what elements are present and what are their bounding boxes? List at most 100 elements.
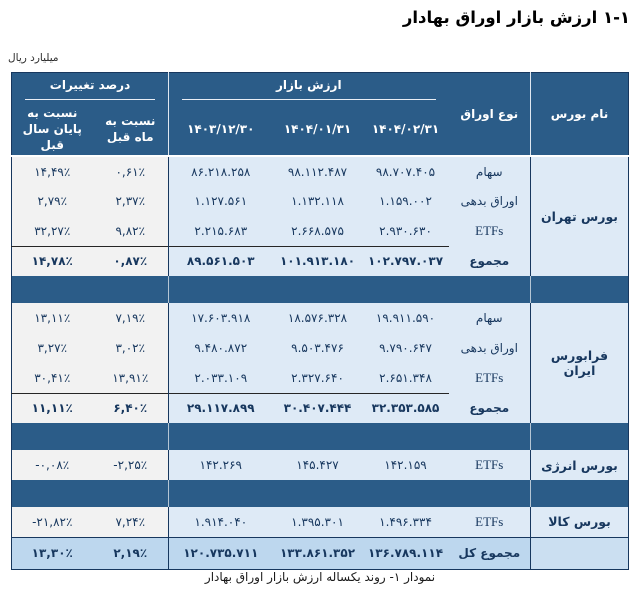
security-type-cell: اوراق بدهی: [448, 186, 531, 217]
pct-vs-month-cell: ۳,۰۲٪: [92, 333, 169, 364]
value-cell: ۸۹.۵۶۱.۵۰۳: [168, 245, 273, 277]
separator-cell: [11, 480, 169, 508]
separator-cell: [11, 276, 169, 304]
exchange-name-cell: فرابورس ایران: [530, 303, 629, 424]
column-header-security-type: نوع اوراق: [448, 72, 531, 158]
value-cell: ۱۳۳.۸۶۱.۳۵۲: [272, 536, 363, 570]
table-caption: نمودار ۱- روند یکساله ارزش بازار اوراق ب…: [204, 570, 436, 584]
column-header-date-2: ۱۴۰۴/۰۱/۳۱: [272, 102, 363, 158]
value-cell: ۲.۶۶۸.۵۷۵: [272, 216, 363, 247]
value-cell: ۹.۴۸۰.۸۷۲: [168, 333, 273, 364]
table-row: اوراق بدهی ۹.۷۹۰.۶۴۷ ۹.۵۰۳.۴۷۶ ۹.۴۸۰.۸۷۲ ۳,۰…: [11, 333, 629, 364]
security-type-cell: سهام: [448, 156, 531, 187]
page-title: ۱-۱ ارزش بازار اوراق بهادار: [402, 8, 630, 27]
value-cell: ۱.۴۹۶.۳۳۴: [362, 507, 449, 538]
pct-vs-month-cell: ۷,۲۴٪: [92, 507, 169, 538]
table-row: بورس انرژی ETFs ۱۴۲.۱۵۹ ۱۴۵.۴۲۷ ۱۴۲.۲۶۹ -۲,۲۵…: [11, 450, 629, 481]
pct-vs-year-cell: -۲۱,۸۲٪: [11, 507, 93, 538]
value-cell: ۱۳۶.۷۸۹.۱۱۴: [362, 536, 449, 570]
separator-cell: [168, 480, 531, 508]
separator-cell: [530, 423, 629, 451]
pct-vs-month-cell: ۲,۱۹٪: [92, 536, 169, 570]
section-separator: [11, 480, 629, 508]
value-cell: ۲.۳۲۷.۶۴۰: [272, 363, 363, 394]
value-cell: ۱۴۲.۱۵۹: [362, 450, 449, 481]
separator-cell: [11, 423, 169, 451]
value-cell: ۹۸.۱۱۲.۴۸۷: [272, 156, 363, 187]
value-cell: ۱۰۱.۹۱۳.۱۸۰: [272, 245, 363, 277]
table-row: ETFs ۲.۶۵۱.۳۴۸ ۲.۳۲۷.۶۴۰ ۲.۰۳۳.۱۰۹ ۱۳,۹۱٪ ۳۰,…: [11, 363, 629, 394]
section-separator: [11, 423, 629, 451]
pct-vs-month-cell: ۶,۴۰٪: [92, 392, 169, 424]
unit-label: میلیارد ریال: [8, 52, 59, 64]
separator-cell: [530, 480, 629, 508]
pct-vs-month-cell: ۰,۶۱٪: [92, 156, 169, 187]
security-type-cell: مجموع: [448, 393, 531, 424]
pct-vs-month-cell: ۱۳,۹۱٪: [92, 363, 169, 394]
pct-vs-month-cell: ۰,۸۷٪: [92, 245, 169, 277]
exchange-name-cell: بورس تهران: [530, 156, 629, 277]
pct-vs-year-cell: ۳۰,۴۱٪: [11, 363, 93, 394]
security-type-cell: ETFs: [448, 216, 531, 247]
value-cell: ۳۲.۳۵۳.۵۸۵: [362, 392, 449, 424]
value-cell: ۸۶.۲۱۸.۲۵۸: [168, 156, 273, 187]
table-body: بورس تهران سهام ۹۸.۷۰۷.۴۰۵ ۹۸.۱۱۲.۴۸۷ ۸۶.۲۱۸…: [11, 156, 629, 570]
value-cell: ۱۲۰.۷۳۵.۷۱۱: [168, 536, 273, 570]
column-header-exchange: نام بورس: [530, 72, 629, 158]
column-header-vs-prev-month: نسبت به ماه قبل: [92, 102, 169, 158]
pct-vs-month-cell: ۹,۸۲٪: [92, 216, 169, 247]
pct-vs-month-cell: ۲,۳۷٪: [92, 186, 169, 217]
column-header-date-1: ۱۴۰۴/۰۲/۳۱: [362, 102, 449, 158]
table-row: بورس تهران سهام ۹۸.۷۰۷.۴۰۵ ۹۸.۱۱۲.۴۸۷ ۸۶.۲۱۸…: [11, 156, 629, 277]
exchange-name-cell-empty: [530, 536, 629, 570]
value-cell: ۱.۱۵۹.۰۰۲: [362, 186, 449, 217]
pct-vs-year-cell: ۲,۷۹٪: [11, 186, 93, 217]
column-header-vs-prev-year-end: نسبت به پایان سال قبل: [11, 102, 93, 158]
pct-vs-year-cell: ۱۱,۱۱٪: [11, 392, 93, 424]
pct-vs-year-cell: ۳,۲۷٪: [11, 333, 93, 364]
value-cell: ۱۰۲.۷۹۷.۰۳۷: [362, 245, 449, 277]
separator-cell: [168, 423, 531, 451]
separator-cell: [530, 276, 629, 304]
table-row: اوراق بدهی ۱.۱۵۹.۰۰۲ ۱.۱۳۲.۱۱۸ ۱.۱۲۷.۵۶۱ ۲,۳…: [11, 186, 629, 217]
security-type-cell: ETFs: [448, 450, 531, 481]
pct-vs-month-cell: ۷,۱۹٪: [92, 303, 169, 334]
value-cell: ۳۰.۴۰۷.۴۴۴: [272, 392, 363, 424]
grand-total-row: مجموع کل ۱۳۶.۷۸۹.۱۱۴ ۱۳۳.۸۶۱.۳۵۲ ۱۲۰.۷۳۵.۷۱…: [11, 536, 629, 570]
pct-vs-year-cell: ۱۳,۱۱٪: [11, 303, 93, 334]
column-header-date-3: ۱۴۰۳/۱۲/۳۰: [168, 102, 273, 158]
grand-total-label: مجموع کل: [448, 536, 531, 570]
value-cell: ۲.۰۳۳.۱۰۹: [168, 363, 273, 394]
pct-vs-year-cell: ۱۴,۴۹٪: [11, 156, 93, 187]
security-type-cell: مجموع: [448, 246, 531, 277]
separator-cell: [168, 276, 531, 304]
pct-vs-month-cell: -۲,۲۵٪: [92, 450, 169, 481]
pct-vs-year-cell: -۰,۰۸٪: [11, 450, 93, 481]
value-cell: ۹.۷۹۰.۶۴۷: [362, 333, 449, 364]
security-type-cell: اوراق بدهی: [448, 333, 531, 364]
group-header-pct-change: درصد تغییرات: [11, 72, 169, 103]
header-group-row: نام بورس نوع اوراق ارزش بازار درصد تغییر…: [11, 72, 629, 158]
value-cell: ۱.۱۲۷.۵۶۱: [168, 186, 273, 217]
group-header-market-value: ارزش بازار: [168, 72, 449, 103]
value-cell: ۱۹.۹۱۱.۵۹۰: [362, 303, 449, 334]
value-cell: ۱۴۵.۴۲۷: [272, 450, 363, 481]
section-total-row: مجموع ۱۰۲.۷۹۷.۰۳۷ ۱۰۱.۹۱۳.۱۸۰ ۸۹.۵۶۱.۵۰۳ ۰,۸…: [11, 245, 629, 277]
section-separator: [11, 276, 629, 304]
value-cell: ۲۹.۱۱۷.۸۹۹: [168, 392, 273, 424]
pct-vs-year-cell: ۳۲,۲۷٪: [11, 216, 93, 247]
security-type-cell: ETFs: [448, 507, 531, 538]
security-type-cell: ETFs: [448, 363, 531, 394]
table-row: بورس کالا ETFs ۱.۴۹۶.۳۳۴ ۱.۳۹۵.۳۰۱ ۱.۹۱۴.۰۴۰…: [11, 507, 629, 538]
table-row: فرابورس ایران سهام ۱۹.۹۱۱.۵۹۰ ۱۸.۵۷۶.۳۲۸ ۱۷.…: [11, 303, 629, 424]
market-value-table: نام بورس نوع اوراق ارزش بازار درصد تغییر…: [11, 72, 630, 570]
table-header: نام بورس نوع اوراق ارزش بازار درصد تغییر…: [11, 72, 629, 158]
value-cell: ۱.۹۱۴.۰۴۰: [168, 507, 273, 538]
value-cell: ۲.۹۳۰.۶۳۰: [362, 216, 449, 247]
table-row: ETFs ۲.۹۳۰.۶۳۰ ۲.۶۶۸.۵۷۵ ۲.۲۱۵.۶۸۳ ۹,۸۲٪ ۳۲,۲…: [11, 216, 629, 247]
value-cell: ۲.۲۱۵.۶۸۳: [168, 216, 273, 247]
value-cell: ۱۸.۵۷۶.۳۲۸: [272, 303, 363, 334]
pct-vs-year-cell: ۱۳,۳۰٪: [11, 536, 93, 570]
pct-vs-year-cell: ۱۴,۷۸٪: [11, 245, 93, 277]
